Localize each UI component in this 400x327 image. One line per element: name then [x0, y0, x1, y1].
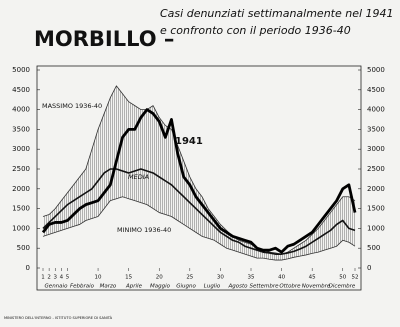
month-label: Marzo: [100, 284, 117, 290]
chart-title: MORBILLO –: [34, 27, 174, 51]
y2-tick-label: 1000: [367, 224, 385, 232]
series-line: [42, 196, 356, 261]
y2-tick-label: 2500: [367, 165, 385, 173]
y-tick-label: 3500: [12, 125, 30, 133]
month-label: Luglio: [204, 284, 221, 290]
x-tick-label: 30: [217, 275, 224, 281]
x-tick-label: 4: [60, 275, 64, 281]
x-tick-label: 2: [47, 275, 51, 281]
x-tick-label: 15: [125, 275, 132, 281]
y2-tick-label: 4500: [367, 86, 385, 94]
series-label: MINIMO 1936-40: [117, 226, 171, 234]
y2-tick-label: 5000: [367, 66, 385, 74]
month-label: Agosto: [227, 284, 248, 290]
x-tick-label: 3: [53, 275, 57, 281]
x-tick-label: 52: [352, 275, 359, 281]
y-tick-label: 1500: [12, 205, 30, 213]
month-label: Giugno: [176, 284, 196, 290]
y2-tick-label: 2000: [367, 185, 385, 193]
x-tick-label: 25: [186, 275, 193, 281]
y-tick-label: 4500: [12, 86, 30, 94]
month-label: Aprile: [125, 284, 143, 290]
chart-subtitle: Casi denunziati settimanalmente nel 1941: [160, 7, 394, 20]
series-label: MEDIA: [128, 173, 149, 181]
x-tick-label: 5: [66, 275, 70, 281]
y-tick-label: 2500: [12, 165, 30, 173]
footer: MINISTERO DELL'INTERNO - ISTITUTO SUPERI…: [4, 315, 113, 320]
x-tick-label: 50: [339, 275, 346, 281]
range-band: [43, 85, 355, 261]
x-tick-label: 20: [156, 275, 163, 281]
y2-tick-label: 0: [367, 264, 371, 272]
y-tick-label: 500: [17, 244, 30, 252]
y-tick-label: 0: [26, 264, 30, 272]
series-line: [42, 85, 356, 255]
month-label: Febbraio: [70, 284, 95, 290]
month-label: Dicembre: [329, 284, 356, 290]
y-tick-label: 5000: [12, 66, 30, 74]
y2-tick-label: 3000: [367, 145, 385, 153]
y-tick-label: 1000: [12, 224, 30, 232]
chart-subtitle: e confronto con il periodo 1936-40: [160, 24, 351, 37]
x-tick-label: 40: [278, 275, 285, 281]
y2-tick-label: 3500: [367, 125, 385, 133]
x-tick-label: 1: [41, 275, 45, 281]
month-label: Maggio: [150, 284, 171, 290]
y-tick-label: 3000: [12, 145, 30, 153]
x-tick-label: 10: [95, 275, 102, 281]
month-label: Novembre: [302, 284, 331, 290]
y2-tick-label: 1500: [367, 205, 385, 213]
y-tick-label: 4000: [12, 106, 30, 114]
month-label: Ottobre: [279, 284, 301, 290]
x-tick-label: 45: [309, 275, 316, 281]
series-line: [41, 108, 357, 254]
x-tick-label: 35: [248, 275, 255, 281]
month-label: Settembre: [249, 284, 279, 290]
plot-frame: [36, 65, 362, 291]
y-tick-label: 2000: [12, 185, 30, 193]
series-line: [42, 168, 356, 255]
y2-tick-label: 500: [367, 244, 380, 252]
y2-tick-label: 4000: [367, 106, 385, 114]
month-label: Gennaio: [45, 284, 69, 290]
series-label: 1941: [175, 136, 203, 147]
series-label: MASSIMO 1936-40: [42, 102, 102, 110]
